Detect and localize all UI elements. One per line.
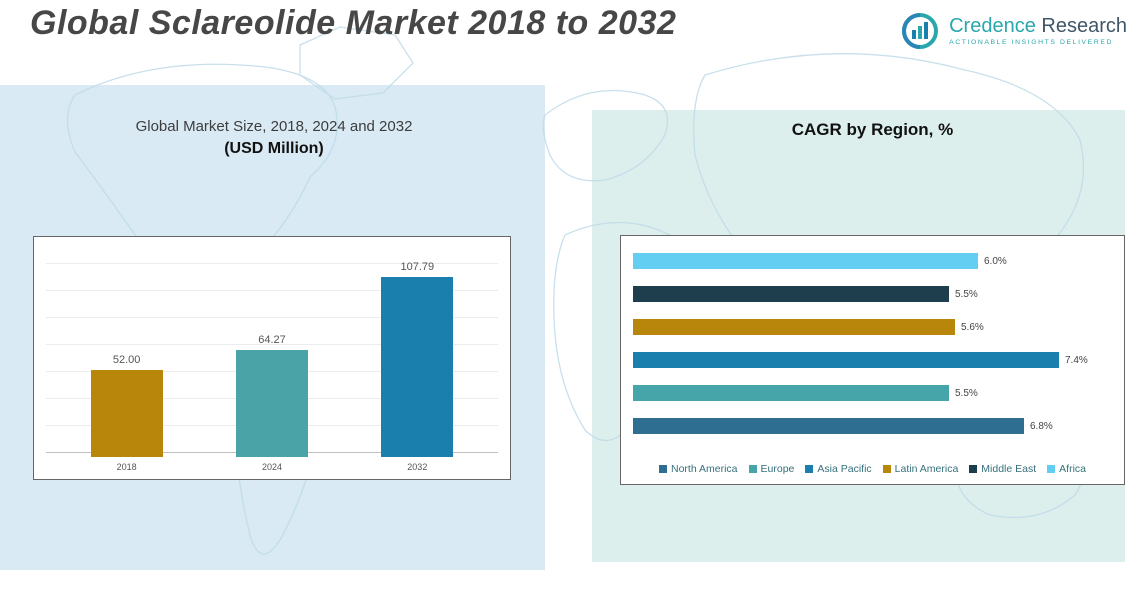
cagr-bar-row: 5.5% — [633, 385, 1114, 401]
market-size-bar-group: 107.79 2032 — [381, 251, 454, 473]
logo-brand-primary: Credence — [949, 15, 1036, 38]
logo-brand-text: Credence Research — [949, 15, 1127, 37]
cagr-bar-row: 5.5% — [633, 286, 1114, 302]
legend-item: Europe — [748, 463, 795, 475]
bar-2018 — [90, 370, 163, 457]
bar-middle-east — [633, 286, 949, 302]
legend-label: Asia Pacific — [817, 463, 872, 475]
legend-label: Europe — [760, 463, 795, 475]
legend-label: North America — [671, 463, 738, 475]
bar-value-label: 52.00 — [112, 354, 141, 366]
x-axis-label: 2024 — [261, 462, 282, 472]
legend-label: Middle East — [981, 463, 1037, 475]
legend-item: Latin America — [882, 463, 959, 475]
bar-asia-pacific — [633, 352, 1059, 368]
legend-swatch — [969, 465, 978, 473]
market-size-plot: 52.00 2018 64.27 2024 107.79 2032 — [54, 251, 490, 473]
bar-africa — [633, 253, 978, 269]
bar-value-label: 107.79 — [400, 261, 435, 273]
legend-item: Asia Pacific — [805, 463, 872, 475]
credence-logo-icon — [902, 13, 939, 49]
bar-europe — [633, 385, 949, 401]
market-size-title-line1: Global Market Size, 2018, 2024 and 2032 — [135, 118, 413, 135]
market-size-title-line2: (USD Million) — [224, 140, 324, 157]
credence-logo: Credence Research Actionable Insights De… — [899, 10, 1127, 52]
legend-item: North America — [659, 463, 738, 475]
bar-north-america — [633, 418, 1024, 434]
bar-value-label: 5.5% — [955, 288, 978, 300]
x-axis-label: 2032 — [407, 462, 428, 472]
cagr-plot: 6.0% 5.5% 5.6% 7.4% 5.5% 6.8% — [633, 253, 1114, 434]
legend-item: Middle East — [969, 463, 1036, 475]
bar-value-label: 6.8% — [1030, 420, 1053, 432]
legend-swatch — [659, 465, 667, 473]
cagr-bar-row: 6.0% — [633, 253, 1114, 269]
cagr-bar-row: 7.4% — [633, 352, 1114, 368]
cagr-bar-row: 5.6% — [633, 319, 1114, 335]
market-size-chart: 52.00 2018 64.27 2024 107.79 2032 — [33, 236, 511, 480]
x-axis-label: 2018 — [116, 462, 137, 472]
page-title: Global Sclareolide Market 2018 to 2032 — [30, 4, 677, 42]
logo-brand-secondary: Research — [1041, 15, 1127, 38]
bar-value-label: 6.0% — [984, 255, 1007, 267]
bar-value-label: 64.27 — [258, 334, 286, 346]
cagr-legend: North America Europe Asia Pacific Latin Ame… — [621, 463, 1124, 475]
bar-latin-america — [633, 319, 955, 335]
legend-swatch — [805, 465, 814, 473]
market-size-bar-group: 52.00 2018 — [90, 251, 163, 473]
cagr-bar-row: 6.8% — [633, 418, 1114, 434]
logo-tagline: Actionable Insights Delivered — [949, 39, 1113, 47]
bar-2024 — [235, 350, 308, 457]
cagr-chart: 6.0% 5.5% 5.6% 7.4% 5.5% 6.8% North America Eu… — [620, 235, 1125, 485]
cagr-chart-title: CAGR by Region, % — [791, 120, 954, 139]
legend-label: Latin America — [894, 463, 959, 475]
legend-label: Africa — [1059, 463, 1086, 475]
bar-2032 — [381, 277, 454, 457]
legend-swatch — [882, 465, 891, 473]
legend-item: Africa — [1047, 463, 1086, 475]
bar-value-label: 5.5% — [955, 387, 978, 399]
legend-swatch — [1047, 465, 1056, 473]
legend-swatch — [748, 465, 757, 473]
bar-value-label: 5.6% — [961, 321, 984, 333]
market-size-bar-group: 64.27 2024 — [235, 251, 308, 473]
market-size-chart-title: Global Market Size, 2018, 2024 and 2032 … — [35, 118, 513, 158]
bar-value-label: 7.4% — [1065, 354, 1088, 366]
